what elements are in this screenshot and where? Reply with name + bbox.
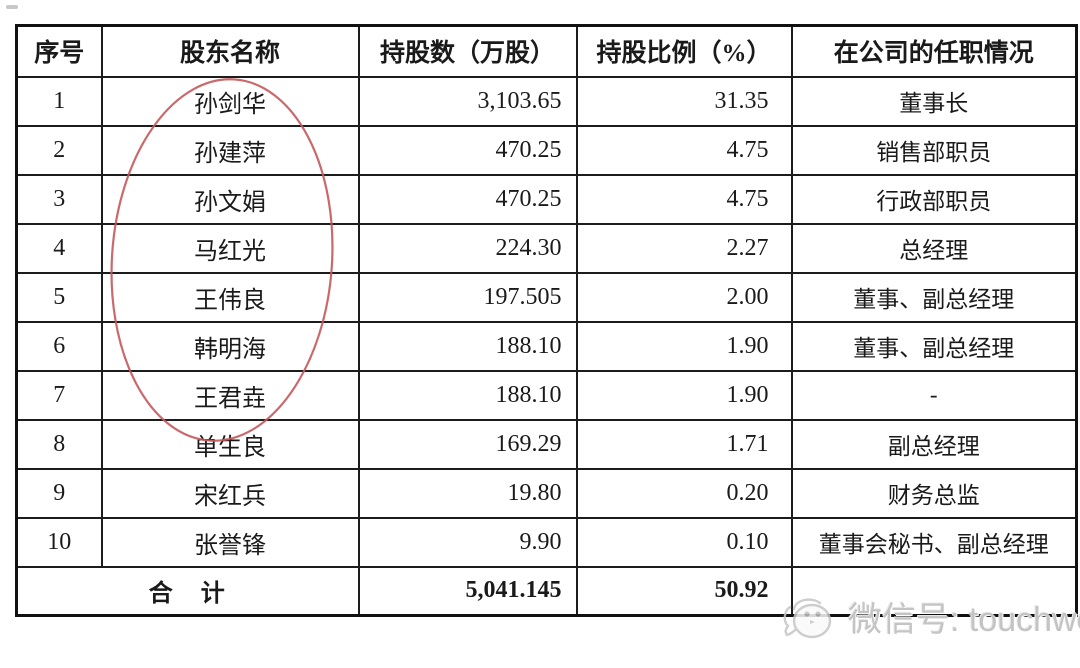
table-header-row: 序号 股东名称 持股数（万股） 持股比例（%） 在公司的任职情况 bbox=[15, 24, 1078, 78]
cell-pct: 4.75 bbox=[575, 173, 793, 225]
cell-name: 宋红兵 bbox=[100, 467, 360, 519]
table-row: 6 韩明海 188.10 1.90 董事、副总经理 bbox=[15, 320, 1078, 372]
cell-pct: 1.71 bbox=[575, 418, 793, 470]
cell-pct: 1.90 bbox=[575, 320, 793, 372]
cell-position: 销售部职员 bbox=[790, 124, 1078, 176]
watermark: 微信号: touchweb bbox=[782, 592, 1080, 641]
cell-pct: 31.35 bbox=[575, 75, 793, 127]
total-position bbox=[790, 565, 1078, 617]
table-total-row: 合 计 5,041.145 50.92 bbox=[15, 565, 1078, 617]
table-row: 4 马红光 224.30 2.27 总经理 bbox=[15, 222, 1078, 274]
table-row: 10 张誉锋 9.90 0.10 董事会秘书、副总经理 bbox=[15, 516, 1078, 568]
cell-shares: 188.10 bbox=[357, 320, 578, 372]
cell-position: 董事、副总经理 bbox=[790, 271, 1078, 323]
cell-position: 董事长 bbox=[790, 75, 1078, 127]
cell-shares: 169.29 bbox=[357, 418, 578, 470]
header-no: 序号 bbox=[15, 24, 103, 78]
table-row: 7 王君垚 188.10 1.90 - bbox=[15, 369, 1078, 421]
cell-pct: 2.27 bbox=[575, 222, 793, 274]
cell-shares: 188.10 bbox=[357, 369, 578, 421]
watermark-text: 微信号: touchweb bbox=[848, 601, 1080, 639]
cell-name: 孙文娟 bbox=[100, 173, 360, 225]
header-pct: 持股比例（%） bbox=[575, 24, 793, 78]
cell-no: 10 bbox=[15, 516, 103, 568]
cell-position: - bbox=[790, 369, 1078, 421]
cell-name: 孙剑华 bbox=[100, 75, 360, 127]
cell-no: 4 bbox=[15, 222, 103, 274]
cell-shares: 9.90 bbox=[357, 516, 578, 568]
cell-position: 总经理 bbox=[790, 222, 1078, 274]
shareholders-table: 序号 股东名称 持股数（万股） 持股比例（%） 在公司的任职情况 1 孙剑华 3… bbox=[15, 24, 1078, 617]
table-row: 8 单生良 169.29 1.71 副总经理 bbox=[15, 418, 1078, 470]
cell-name: 张誉锋 bbox=[100, 516, 360, 568]
total-label: 合 计 bbox=[15, 565, 360, 617]
cell-name: 单生良 bbox=[100, 418, 360, 470]
cell-no: 9 bbox=[15, 467, 103, 519]
cell-position: 行政部职员 bbox=[790, 173, 1078, 225]
cell-shares: 3,103.65 bbox=[357, 75, 578, 127]
header-shares: 持股数（万股） bbox=[357, 24, 578, 78]
cell-pct: 2.00 bbox=[575, 271, 793, 323]
scan-artifact bbox=[6, 5, 18, 9]
table-row: 1 孙剑华 3,103.65 31.35 董事长 bbox=[15, 75, 1078, 127]
table-row: 9 宋红兵 19.80 0.20 财务总监 bbox=[15, 467, 1078, 519]
table-row: 5 王伟良 197.505 2.00 董事、副总经理 bbox=[15, 271, 1078, 323]
cell-shares: 224.30 bbox=[357, 222, 578, 274]
header-position: 在公司的任职情况 bbox=[790, 24, 1078, 78]
cell-pct: 0.10 bbox=[575, 516, 793, 568]
cell-name: 王伟良 bbox=[100, 271, 360, 323]
cell-name: 马红光 bbox=[100, 222, 360, 274]
total-shares: 5,041.145 bbox=[357, 565, 578, 617]
header-name: 股东名称 bbox=[100, 24, 360, 78]
cell-name: 孙建萍 bbox=[100, 124, 360, 176]
cell-no: 8 bbox=[15, 418, 103, 470]
cell-position: 副总经理 bbox=[790, 418, 1078, 470]
cell-position: 董事、副总经理 bbox=[790, 320, 1078, 372]
cell-no: 2 bbox=[15, 124, 103, 176]
cell-name: 王君垚 bbox=[100, 369, 360, 421]
table-row: 3 孙文娟 470.25 4.75 行政部职员 bbox=[15, 173, 1078, 225]
cell-no: 6 bbox=[15, 320, 103, 372]
cell-pct: 4.75 bbox=[575, 124, 793, 176]
cell-name: 韩明海 bbox=[100, 320, 360, 372]
cell-position: 财务总监 bbox=[790, 467, 1078, 519]
cell-no: 3 bbox=[15, 173, 103, 225]
cell-no: 7 bbox=[15, 369, 103, 421]
total-pct: 50.92 bbox=[575, 565, 793, 617]
cell-shares: 19.80 bbox=[357, 467, 578, 519]
cell-no: 5 bbox=[15, 271, 103, 323]
cell-shares: 197.505 bbox=[357, 271, 578, 323]
cell-no: 1 bbox=[15, 75, 103, 127]
wechat-mascot-icon bbox=[783, 597, 832, 638]
cell-position: 董事会秘书、副总经理 bbox=[790, 516, 1078, 568]
cell-pct: 1.90 bbox=[575, 369, 793, 421]
table-row: 2 孙建萍 470.25 4.75 销售部职员 bbox=[15, 124, 1078, 176]
cell-shares: 470.25 bbox=[357, 173, 578, 225]
cell-shares: 470.25 bbox=[357, 124, 578, 176]
cell-pct: 0.20 bbox=[575, 467, 793, 519]
